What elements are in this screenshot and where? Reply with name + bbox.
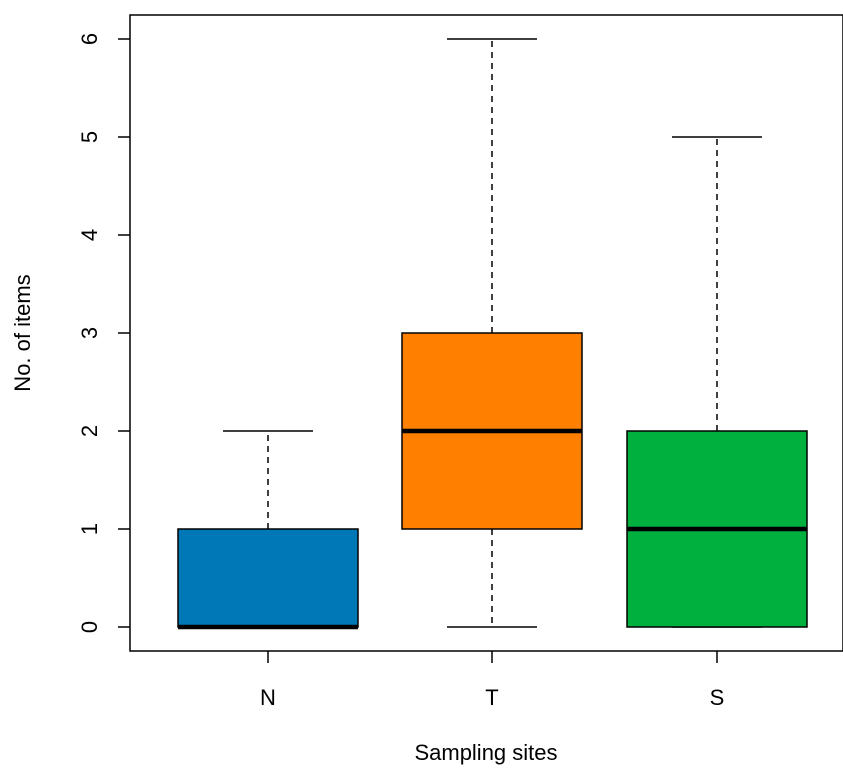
- box-T: [401, 38, 583, 628]
- x-tick-label: S: [710, 685, 725, 710]
- y-tick-label: 3: [77, 327, 102, 339]
- x-tick-label: T: [485, 685, 498, 710]
- x-tick-label: N: [260, 685, 276, 710]
- y-tick-label: 1: [77, 523, 102, 535]
- y-tick-label: 6: [77, 33, 102, 45]
- y-axis: 0 1 2 3 4 5 6: [77, 33, 130, 633]
- y-tick-label: 0: [77, 621, 102, 633]
- y-axis-label: No. of items: [10, 274, 35, 391]
- box-body: [177, 528, 359, 628]
- x-axis-label: Sampling sites: [414, 740, 557, 765]
- y-tick-label: 5: [77, 131, 102, 143]
- box-S: [626, 136, 808, 628]
- y-tick-label: 2: [77, 425, 102, 437]
- boxes-layer: [177, 38, 808, 630]
- y-tick-label: 4: [77, 229, 102, 241]
- box-N: [177, 430, 359, 630]
